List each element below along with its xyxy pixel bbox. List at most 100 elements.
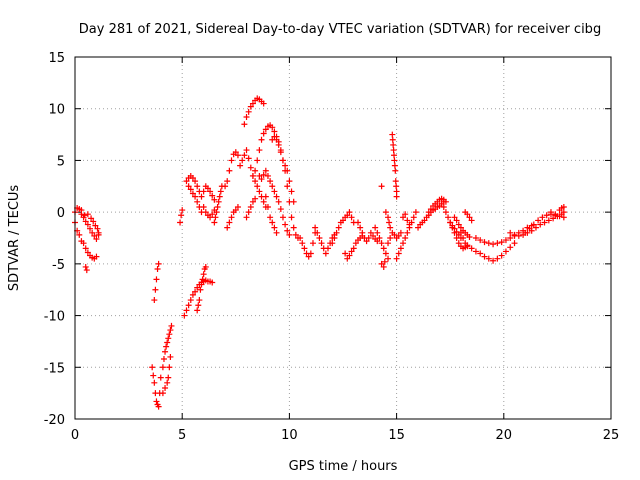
series-arc-f3 bbox=[329, 209, 357, 247]
data-point bbox=[363, 238, 370, 245]
data-point bbox=[196, 297, 203, 304]
data-point bbox=[192, 178, 199, 185]
data-point bbox=[157, 374, 164, 381]
series-arc-f5 bbox=[355, 219, 381, 245]
data-point bbox=[90, 218, 97, 225]
data-point bbox=[560, 209, 567, 216]
series-arc-d2 bbox=[224, 203, 241, 231]
data-point bbox=[307, 250, 314, 257]
data-point bbox=[217, 188, 224, 195]
data-point bbox=[195, 302, 202, 309]
data-point bbox=[507, 235, 514, 241]
data-point bbox=[183, 307, 190, 314]
data-point bbox=[224, 224, 231, 231]
data-point bbox=[273, 193, 280, 200]
data-point bbox=[392, 167, 399, 174]
data-point bbox=[152, 286, 159, 293]
data-point bbox=[485, 240, 492, 247]
series-arc-a1 bbox=[72, 219, 100, 262]
data-point bbox=[393, 255, 400, 262]
data-point bbox=[342, 250, 349, 257]
data-point bbox=[273, 229, 280, 236]
series-arc-g2 bbox=[378, 258, 388, 270]
data-point bbox=[215, 198, 222, 205]
data-point bbox=[247, 203, 254, 210]
data-point bbox=[464, 243, 471, 250]
data-point bbox=[378, 240, 385, 247]
series-arc-a3 bbox=[78, 207, 102, 236]
data-point bbox=[391, 162, 398, 169]
data-point bbox=[481, 253, 488, 260]
data-point bbox=[445, 214, 452, 221]
data-point bbox=[472, 235, 479, 241]
data-point bbox=[167, 327, 174, 334]
data-point bbox=[380, 245, 387, 252]
data-point bbox=[455, 221, 462, 228]
data-point bbox=[153, 276, 160, 283]
y-tick-label: 15 bbox=[48, 51, 65, 66]
data-point bbox=[252, 178, 259, 185]
data-point bbox=[284, 183, 291, 190]
data-point bbox=[264, 203, 271, 210]
data-point bbox=[262, 167, 269, 174]
data-point bbox=[243, 147, 250, 154]
data-point bbox=[165, 374, 172, 381]
data-point bbox=[84, 249, 91, 256]
data-point bbox=[234, 152, 241, 159]
data-point bbox=[340, 217, 346, 224]
data-point bbox=[532, 224, 539, 231]
data-point bbox=[198, 281, 205, 288]
data-point bbox=[260, 130, 267, 137]
data-point bbox=[391, 231, 398, 238]
data-point bbox=[279, 157, 286, 164]
data-point bbox=[213, 209, 220, 216]
data-point bbox=[179, 207, 186, 214]
data-point bbox=[166, 364, 173, 371]
series-arc-g3 bbox=[382, 209, 394, 231]
data-point bbox=[262, 126, 269, 133]
data-point bbox=[507, 244, 514, 251]
data-point bbox=[552, 211, 559, 218]
data-point bbox=[335, 224, 342, 231]
series-arc-k4 bbox=[547, 203, 567, 218]
series-arc-e3 bbox=[256, 167, 293, 238]
data-point bbox=[254, 157, 261, 164]
data-point bbox=[155, 403, 162, 410]
data-point bbox=[89, 229, 96, 236]
data-point bbox=[228, 214, 235, 221]
data-point bbox=[93, 236, 100, 243]
series-arc-h4 bbox=[400, 211, 413, 228]
data-point bbox=[232, 149, 239, 156]
data-point bbox=[185, 183, 192, 190]
data-point bbox=[386, 219, 393, 226]
data-point bbox=[286, 178, 293, 185]
data-point bbox=[178, 212, 185, 219]
data-point bbox=[155, 260, 162, 267]
data-point bbox=[385, 214, 392, 221]
data-point bbox=[160, 356, 167, 363]
data-point bbox=[271, 188, 278, 195]
data-point bbox=[464, 211, 471, 218]
data-point bbox=[247, 103, 254, 110]
data-point bbox=[526, 225, 533, 232]
series-arc-j4 bbox=[451, 214, 473, 240]
x-tick-label: 20 bbox=[496, 428, 513, 443]
data-point bbox=[165, 335, 172, 342]
data-point bbox=[185, 302, 192, 309]
data-point bbox=[245, 209, 252, 216]
data-point bbox=[249, 100, 256, 107]
data-point bbox=[254, 183, 261, 190]
data-point bbox=[212, 214, 219, 221]
data-point bbox=[241, 121, 248, 128]
data-point bbox=[412, 209, 419, 216]
data-point bbox=[256, 147, 263, 154]
series-arc-a2 bbox=[72, 205, 102, 243]
data-point bbox=[466, 214, 473, 221]
data-point bbox=[282, 162, 289, 169]
data-point bbox=[541, 219, 548, 226]
data-point bbox=[84, 211, 91, 218]
plot-frame bbox=[74, 56, 612, 420]
data-point bbox=[198, 193, 205, 200]
data-point bbox=[82, 263, 89, 270]
data-point bbox=[247, 164, 254, 171]
